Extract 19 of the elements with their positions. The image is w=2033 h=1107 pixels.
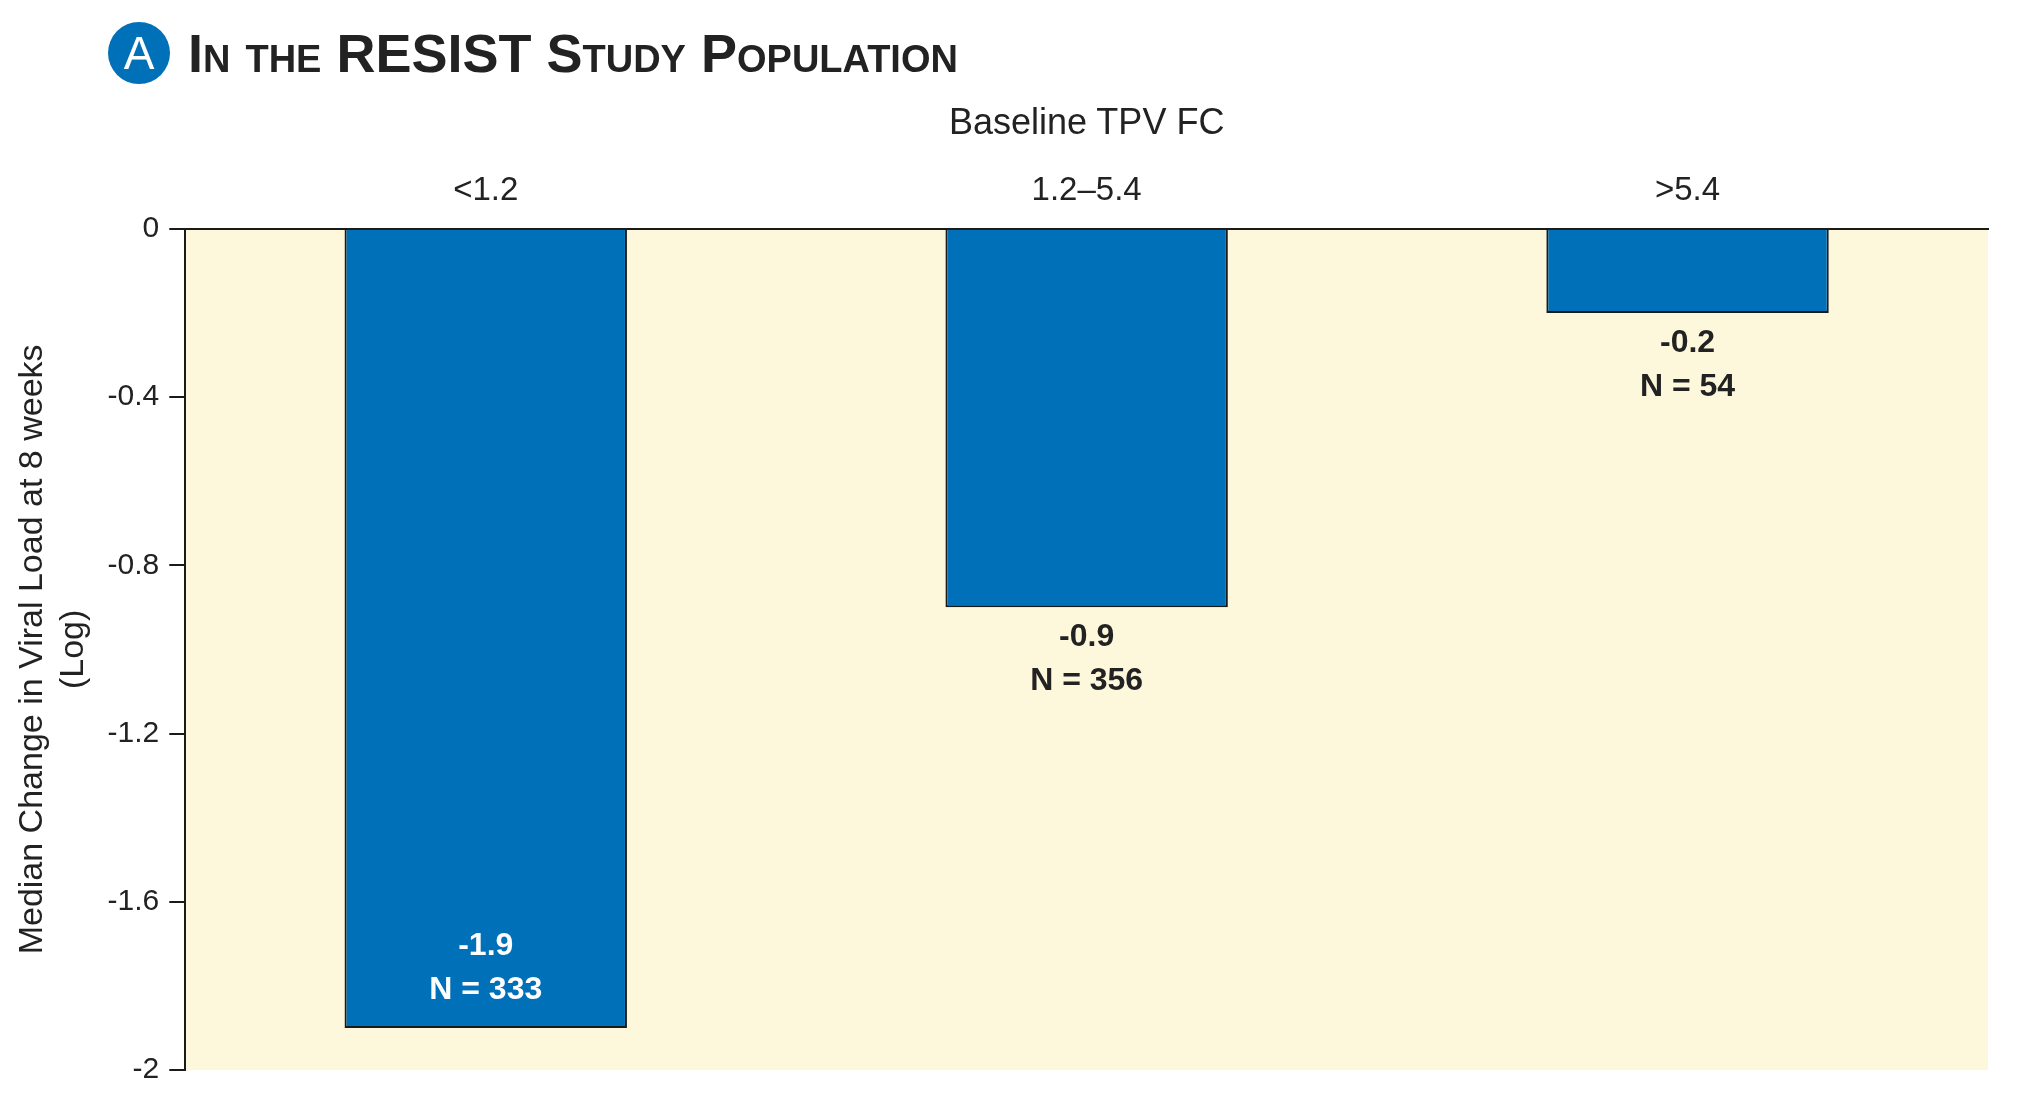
x-tick-label: >5.4 [1654,170,1721,208]
y-axis-title: Median Change in Viral Load at 8 weeks (Log) [10,344,90,955]
x-tick-label: 1.2–5.4 [1031,170,1142,208]
x-axis-title: Baseline TPV FC [948,100,1225,142]
y-tick-label: 0 [142,210,160,244]
text: A [108,22,170,84]
chart-title: In the RESIST Study Population [188,22,958,84]
y-tick-label: -0.4 [107,378,160,412]
x-tick-label: <1.2 [453,170,519,208]
y-tick-label: -1.6 [107,883,160,917]
data-label: -1.9 [458,925,514,962]
y-tick-label: -0.8 [107,546,160,580]
y-tick-label: -1.2 [107,714,160,748]
annotation: N = 54 [1639,366,1736,403]
data-label: -0.2 [1659,322,1716,359]
annotation: N = 356 [1030,661,1144,698]
annotation: N = 333 [429,969,543,1006]
y-tick-label: -2 [132,1051,160,1085]
data-label: -0.9 [1059,617,1115,654]
